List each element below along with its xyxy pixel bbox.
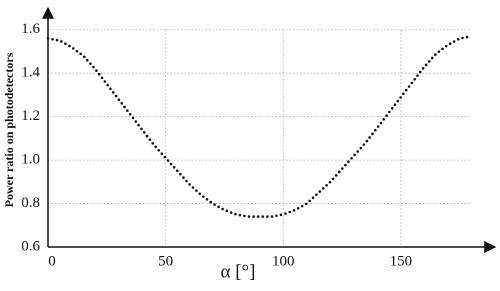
y-tick-label: 1.4: [21, 65, 40, 81]
data-line: [46, 34, 473, 218]
y-tick-label: 1.0: [21, 152, 40, 168]
x-axis-label: α [°]: [221, 261, 256, 282]
y-tick-label: 1.6: [21, 21, 40, 37]
y-tick-label: 1.2: [21, 108, 40, 124]
y-tick-label: 0.8: [21, 195, 40, 211]
x-tick-label: 100: [272, 253, 295, 269]
y-axis-label: Power ratio on photodetectors: [2, 52, 16, 207]
x-tick-label: 0: [48, 253, 56, 269]
x-tick-label: 50: [158, 253, 173, 269]
x-tick-label: 150: [390, 253, 413, 269]
y-tick-label: 0.6: [21, 238, 40, 254]
